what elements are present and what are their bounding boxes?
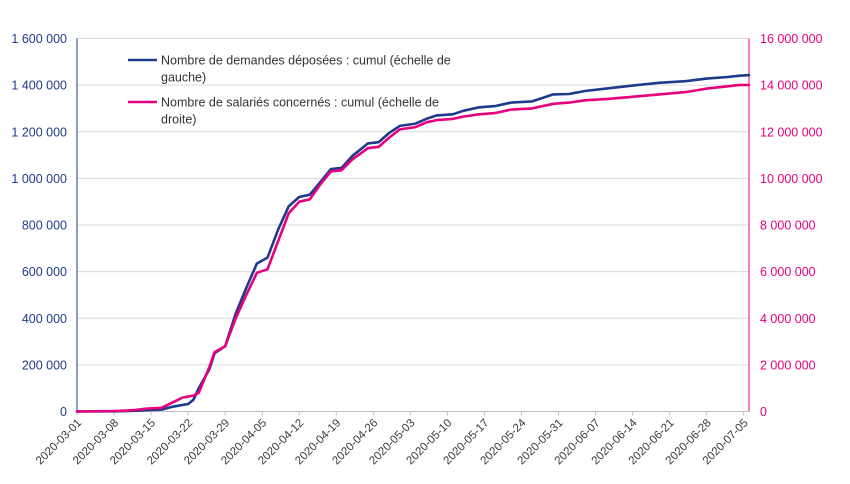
y-right-tick-label: 8 000 000	[760, 219, 816, 233]
y-right-tick-label: 12 000 000	[760, 125, 823, 139]
y-right-tick-label: 16 000 000	[760, 32, 823, 46]
legend-label-line: Nombre de demandes déposées : cumul (éch…	[161, 54, 451, 68]
y-left-tick-label: 200 000	[22, 358, 67, 372]
y-left-tick-label: 1 600 000	[11, 32, 67, 46]
series-line-salaries	[75, 83, 751, 413]
y-left-tick-label: 800 000	[22, 219, 67, 233]
y-left-tick-label: 600 000	[22, 265, 67, 279]
legend-label-line: Nombre de salariés concernés : cumul (éc…	[161, 96, 439, 110]
y-right-tick-label: 4 000 000	[760, 312, 816, 326]
y-left-tick-label: 1 000 000	[11, 172, 67, 186]
legend-label-line: droite)	[161, 113, 196, 127]
y-left-tick-label: 1 400 000	[11, 79, 67, 93]
y-left-tick-label: 400 000	[22, 312, 67, 326]
y-right-tick-label: 6 000 000	[760, 265, 816, 279]
y-right-tick-label: 2 000 000	[760, 358, 816, 372]
series-line-demandes	[75, 73, 751, 413]
y-right-tick-label: 0	[760, 405, 767, 419]
y-left-tick-label: 0	[60, 405, 67, 419]
y-right-tick-label: 10 000 000	[760, 172, 823, 186]
legend-label-line: gauche)	[161, 71, 206, 85]
y-right-tick-label: 14 000 000	[760, 79, 823, 93]
y-left-tick-label: 1 200 000	[11, 125, 67, 139]
